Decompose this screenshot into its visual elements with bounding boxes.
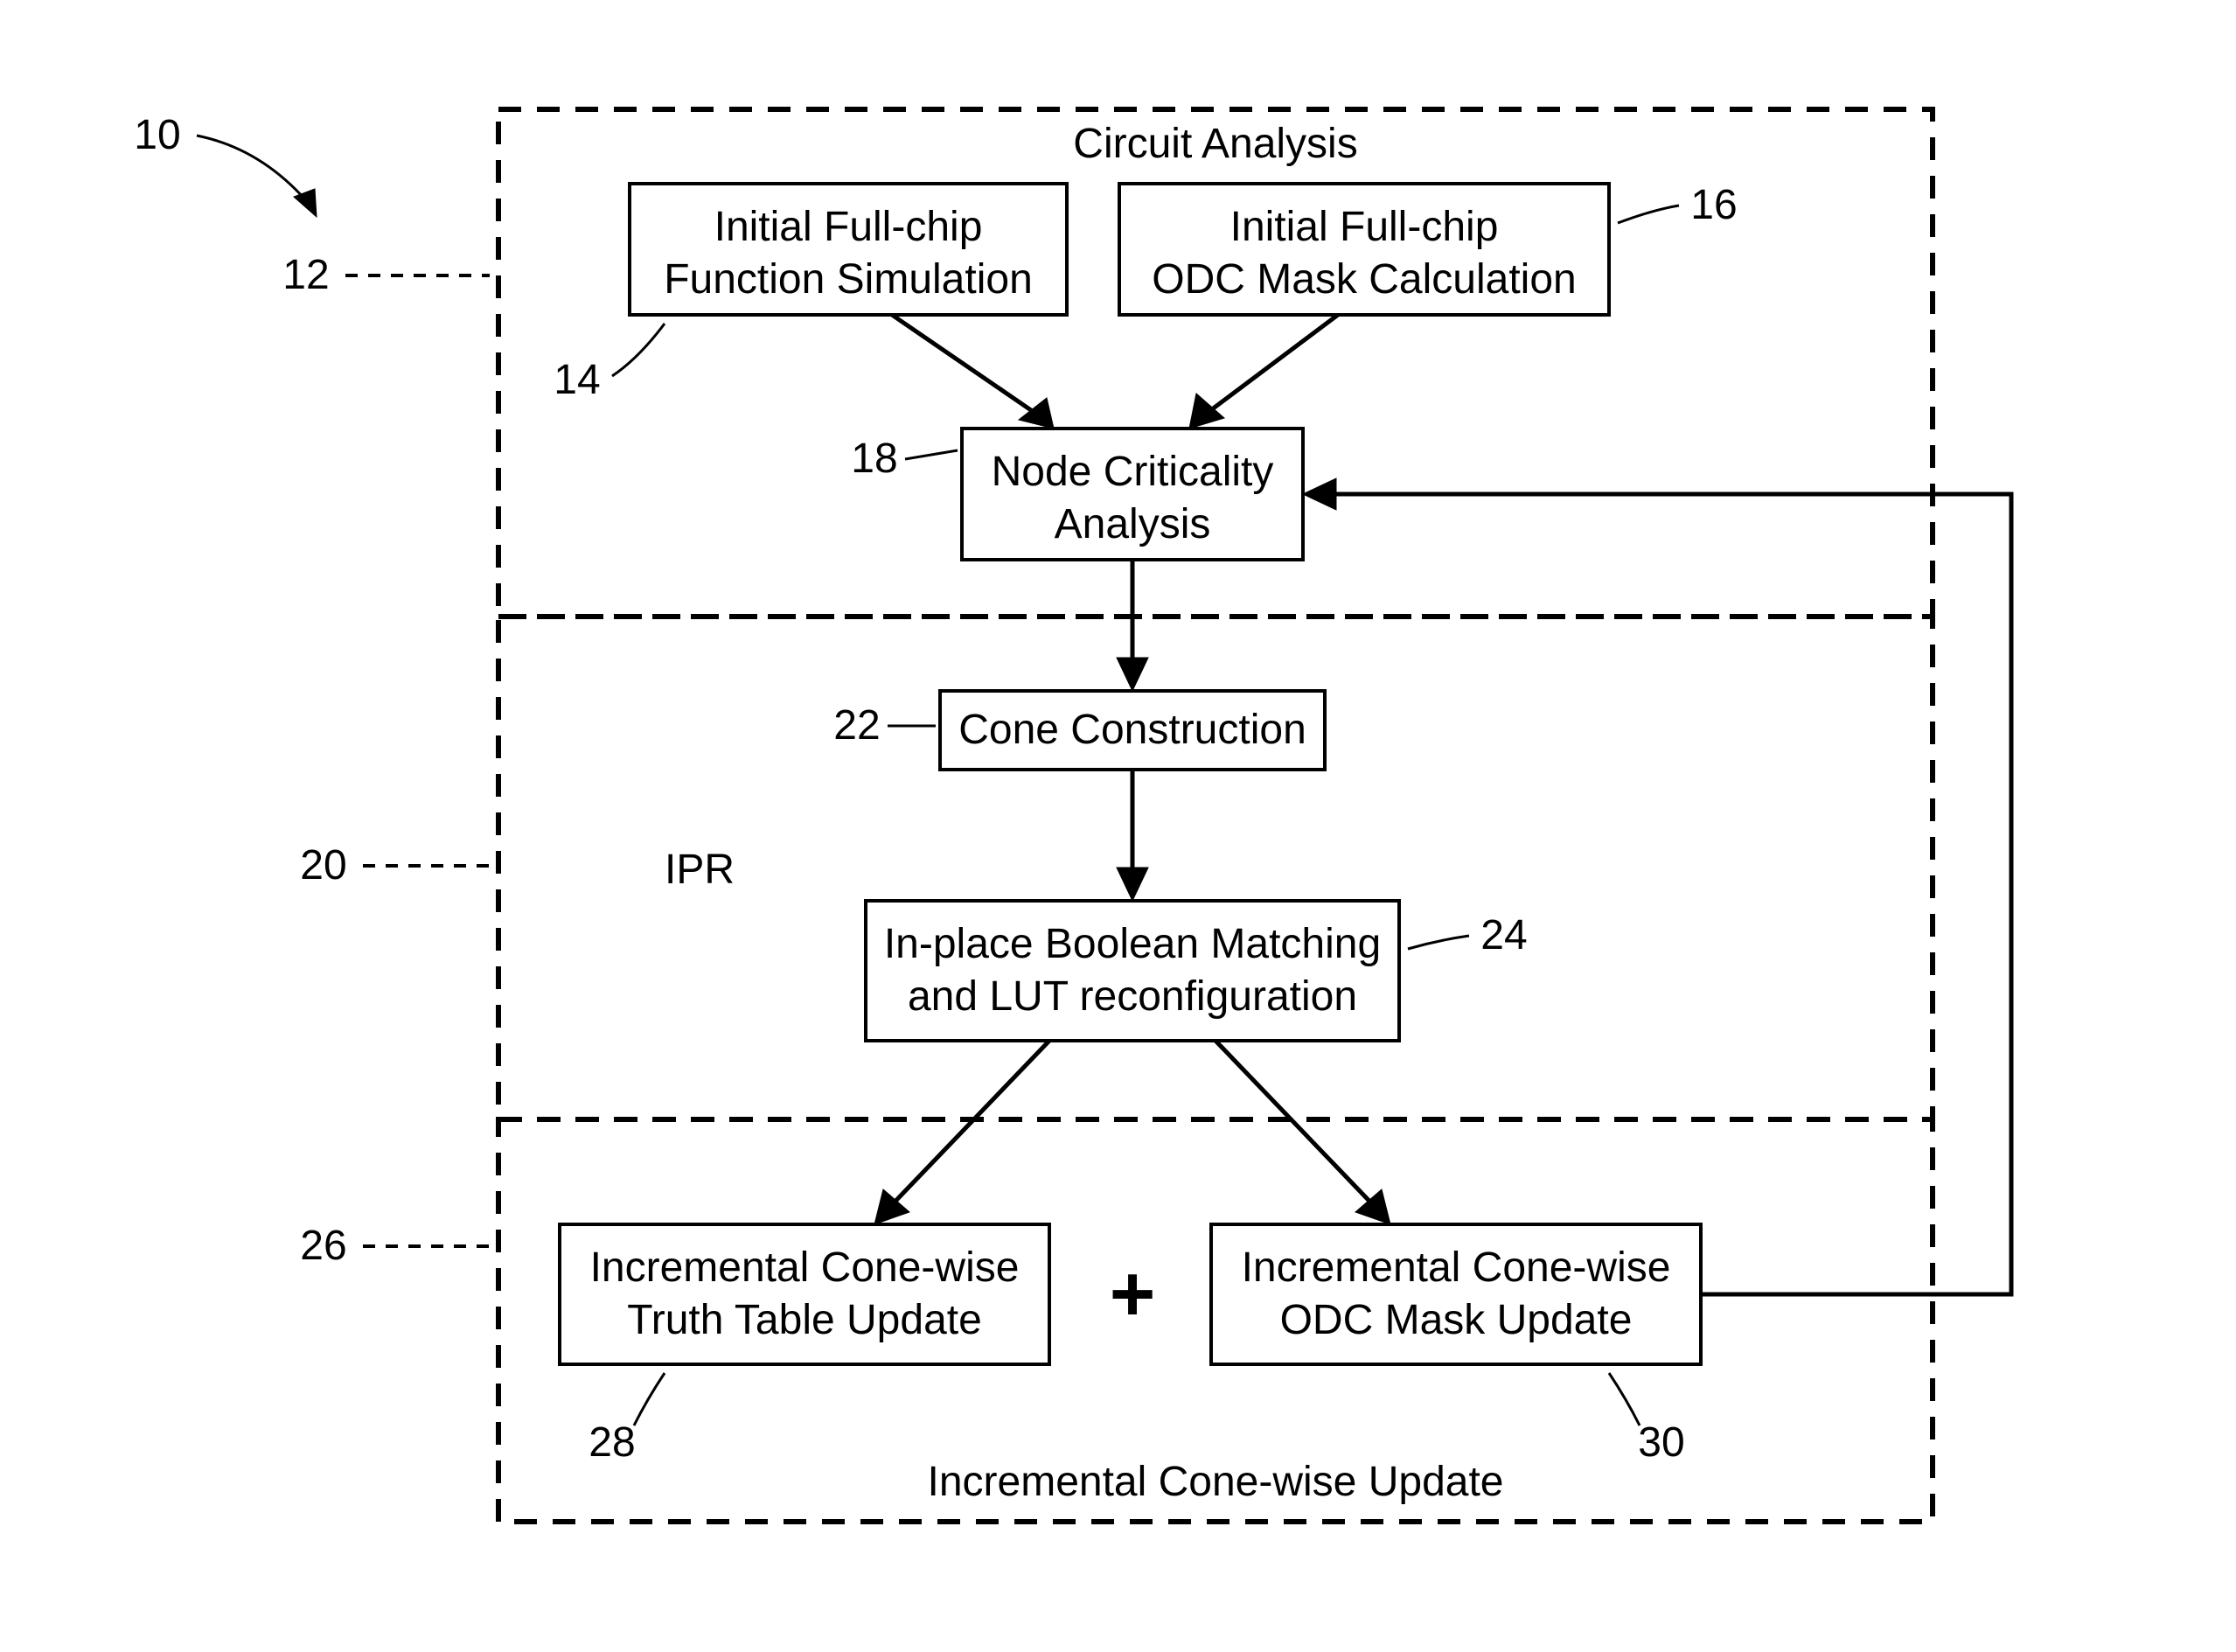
- box-truth-table-update-line2: Truth Table Update: [627, 1297, 982, 1343]
- arrowhead-14-to-18: [1019, 398, 1054, 429]
- leader-18: [905, 450, 958, 459]
- box-cone-construction-line1: Cone Construction: [958, 707, 1306, 753]
- ref-10: 10: [134, 112, 180, 158]
- leader-28: [634, 1373, 665, 1425]
- box-odc-mask-calc-line2: ODC Mask Calculation: [1152, 256, 1576, 303]
- box-odc-mask-calc-line1: Initial Full-chip: [1230, 204, 1499, 250]
- arrowhead-feedback: [1303, 478, 1336, 510]
- group-incremental-update-title: Incremental Cone-wise Update: [928, 1459, 1504, 1505]
- ref-14: 14: [554, 357, 600, 403]
- arrow-24-to-28: [883, 1041, 1049, 1214]
- arrow-14-to-18: [892, 315, 1045, 420]
- ref-16: 16: [1690, 182, 1737, 228]
- group-circuit-analysis-title: Circuit Analysis: [1073, 121, 1357, 167]
- ref-24: 24: [1480, 912, 1527, 958]
- box-odc-mask-update-line2: ODC Mask Update: [1280, 1297, 1633, 1343]
- arrow-24-to-30: [1216, 1041, 1382, 1214]
- leader-10-arrowhead: [294, 189, 317, 217]
- ref-28: 28: [589, 1419, 635, 1466]
- box-boolean-matching-line2: and LUT reconfiguration: [908, 973, 1357, 1020]
- ref-12: 12: [282, 252, 329, 298]
- box-node-criticality-line1: Node Criticality: [992, 449, 1274, 495]
- arrowhead-16-to-18: [1189, 394, 1224, 429]
- box-node-criticality-line2: Analysis: [1055, 501, 1211, 547]
- arrowhead-18-to-22: [1117, 658, 1148, 691]
- group-ipr-title: IPR: [665, 847, 735, 893]
- leader-14: [612, 324, 665, 376]
- box-function-simulation-line1: Initial Full-chip: [714, 204, 983, 250]
- ref-26: 26: [300, 1223, 346, 1269]
- arrow-16-to-18: [1198, 315, 1338, 420]
- plus-icon: +: [1110, 1251, 1156, 1338]
- box-truth-table-update-line1: Incremental Cone-wise: [590, 1244, 1020, 1291]
- ref-22: 22: [833, 702, 880, 749]
- ref-30: 30: [1638, 1419, 1684, 1466]
- leader-24: [1408, 936, 1469, 949]
- ref-20: 20: [300, 842, 346, 889]
- leader-30: [1609, 1373, 1640, 1425]
- box-function-simulation-line2: Function Simulation: [664, 256, 1033, 303]
- ref-18: 18: [851, 436, 897, 482]
- box-odc-mask-update-line1: Incremental Cone-wise: [1242, 1244, 1671, 1291]
- leader-10: [197, 136, 310, 206]
- box-boolean-matching-line1: In-place Boolean Matching: [884, 921, 1381, 967]
- leader-16: [1618, 206, 1679, 223]
- arrowhead-22-to-24: [1117, 868, 1148, 901]
